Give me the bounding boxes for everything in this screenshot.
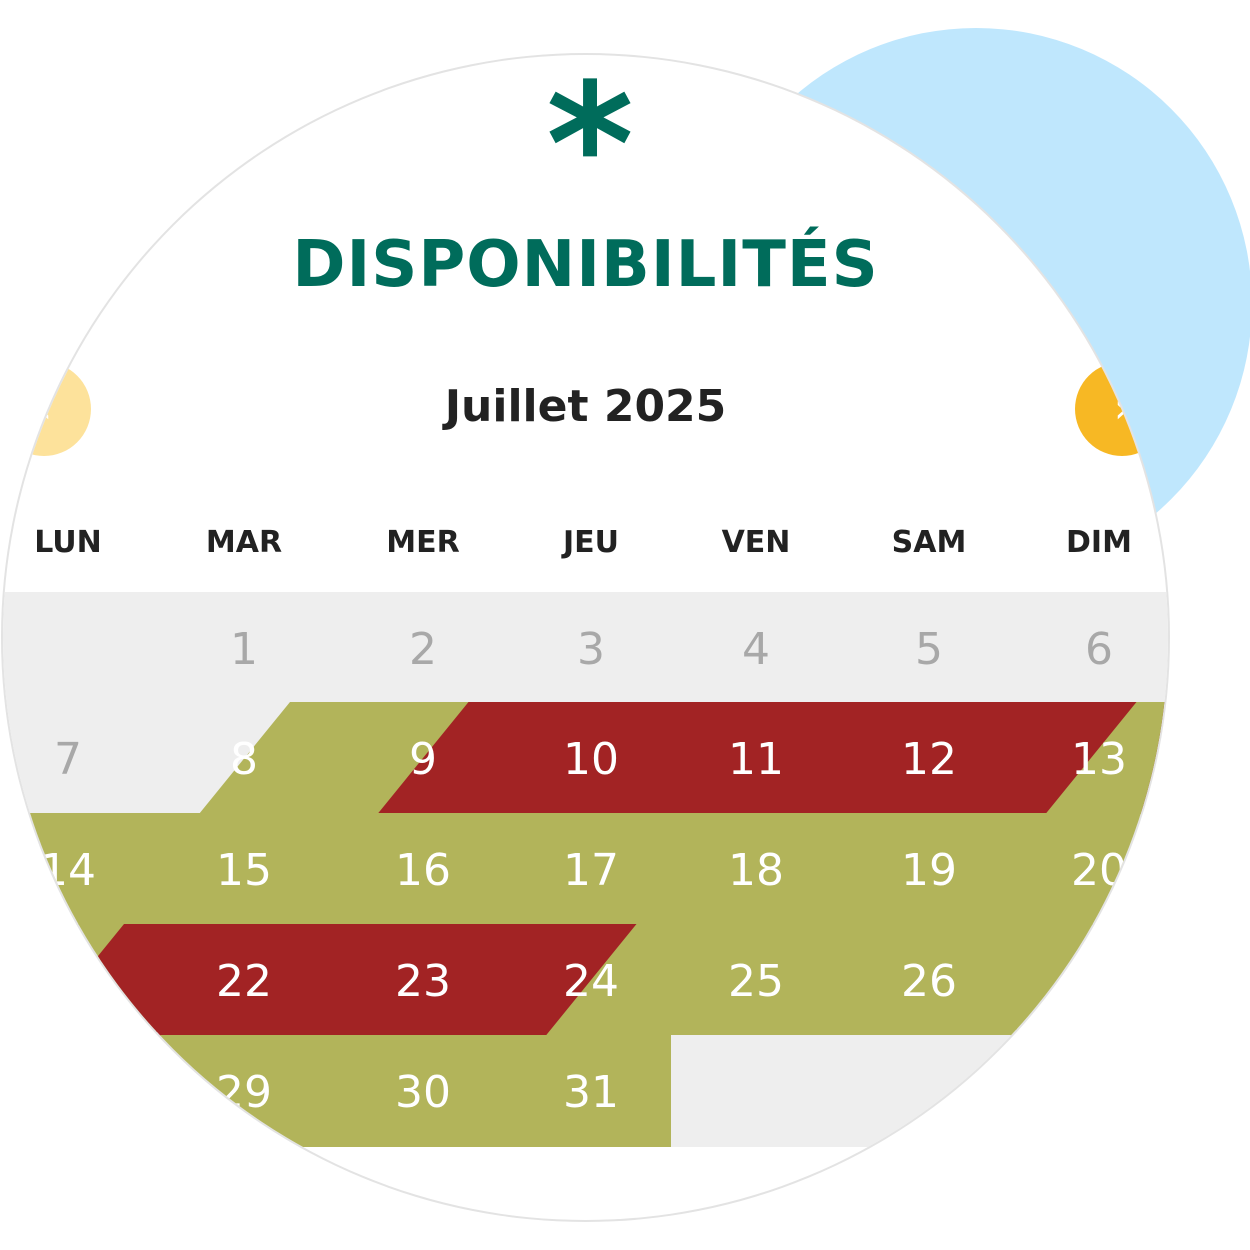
- weekday-sam: SAM: [891, 525, 967, 560]
- day-cell-bg: [513, 813, 672, 925]
- next-month-button[interactable]: ›: [1075, 362, 1168, 456]
- day-14[interactable]: 14: [40, 845, 96, 896]
- day-cell-bg: [1016, 592, 1168, 704]
- weekday-header: LUN MAR MER JEU VEN SAM DIM: [3, 525, 1168, 573]
- prev-month-button[interactable]: ‹: [3, 362, 91, 456]
- weekday-ven: VEN: [721, 525, 791, 560]
- weekday-jeu: JEU: [562, 525, 619, 560]
- day-5[interactable]: 5: [915, 624, 943, 675]
- day-cell-bg: [335, 1035, 514, 1147]
- day-cell-bg: [3, 592, 157, 704]
- day-6[interactable]: 6: [1085, 624, 1113, 675]
- day-cell-bg: [671, 1035, 844, 1147]
- month-label: Juillet 2025: [444, 381, 727, 432]
- day-cell-bg: [3, 702, 157, 814]
- day-29[interactable]: 29: [216, 1067, 272, 1118]
- day-15[interactable]: 15: [216, 845, 272, 896]
- day-cell-bg: [156, 1035, 336, 1147]
- day-31[interactable]: 31: [563, 1067, 619, 1118]
- day-23[interactable]: 23: [395, 956, 451, 1007]
- day-22[interactable]: 22: [216, 956, 272, 1007]
- day-cell-bg: [3, 813, 157, 925]
- day-cell-bg: [1016, 1035, 1168, 1147]
- day-cell-bg: [1016, 924, 1168, 1036]
- day-cell-bg: [843, 1035, 1017, 1147]
- day-12[interactable]: 12: [901, 734, 957, 785]
- day-8[interactable]: 8: [230, 734, 258, 785]
- day-cell-bg: [513, 702, 672, 814]
- day-cell-split: [377, 702, 514, 814]
- day-27[interactable]: 27: [1071, 956, 1127, 1007]
- day-cell-bg: [671, 813, 844, 925]
- weekday-mer: MER: [386, 525, 460, 560]
- day-cell-bg: [335, 813, 514, 925]
- day-cell-bg: [3, 1035, 157, 1147]
- day-cell-split: [199, 702, 336, 814]
- asterisk-logo-icon: *: [546, 55, 634, 243]
- day-20[interactable]: 20: [1071, 845, 1127, 896]
- weekday-lun: LUN: [34, 525, 102, 560]
- day-30[interactable]: 30: [395, 1067, 451, 1118]
- day-2[interactable]: 2: [409, 624, 437, 675]
- day-cell-bg: [671, 592, 844, 704]
- day-25[interactable]: 25: [728, 956, 784, 1007]
- day-cell-bg: [513, 1035, 672, 1147]
- day-28[interactable]: 28: [40, 1067, 96, 1118]
- day-17[interactable]: 17: [563, 845, 619, 896]
- calendar-card: * DISPONIBILITÉS ‹ Juillet 2025 › LUN MA…: [3, 55, 1168, 1220]
- day-cell-bg: [1016, 813, 1168, 925]
- chevron-left-icon: ‹: [36, 386, 52, 432]
- day-cell-bg: [671, 702, 844, 814]
- day-21[interactable]: 21: [40, 956, 96, 1007]
- day-7[interactable]: 7: [54, 734, 82, 785]
- weekday-mar: MAR: [205, 525, 283, 560]
- day-3[interactable]: 3: [577, 624, 605, 675]
- day-cell-split: [545, 924, 672, 1036]
- page-title: DISPONIBILITÉS: [292, 228, 879, 302]
- day-cell-bg: [335, 924, 514, 1036]
- day-cell-bg: [156, 592, 336, 704]
- day-26[interactable]: 26: [901, 956, 957, 1007]
- day-cell-bg: [156, 924, 336, 1036]
- day-13[interactable]: 13: [1071, 734, 1127, 785]
- day-cell-bg: [513, 592, 672, 704]
- day-cell-bg: [156, 813, 336, 925]
- day-18[interactable]: 18: [728, 845, 784, 896]
- day-cell-split: [1045, 702, 1168, 814]
- day-11[interactable]: 11: [728, 734, 784, 785]
- day-cell-bg: [843, 592, 1017, 704]
- day-cell-bg: [843, 702, 1017, 814]
- day-cell-bg: [843, 924, 1017, 1036]
- day-cell-bg: [843, 813, 1017, 925]
- weekday-dim: DIM: [1066, 525, 1132, 560]
- day-24[interactable]: 24: [563, 956, 619, 1007]
- day-9[interactable]: 9: [409, 734, 437, 785]
- day-10[interactable]: 10: [563, 734, 619, 785]
- day-19[interactable]: 19: [901, 845, 957, 896]
- day-16[interactable]: 16: [395, 845, 451, 896]
- day-cell-bg: [335, 592, 514, 704]
- day-1[interactable]: 1: [230, 624, 258, 675]
- day-cell-bg: [671, 924, 844, 1036]
- day-4[interactable]: 4: [742, 624, 770, 675]
- chevron-right-icon: ›: [1114, 386, 1130, 432]
- day-cell-split: [33, 924, 157, 1036]
